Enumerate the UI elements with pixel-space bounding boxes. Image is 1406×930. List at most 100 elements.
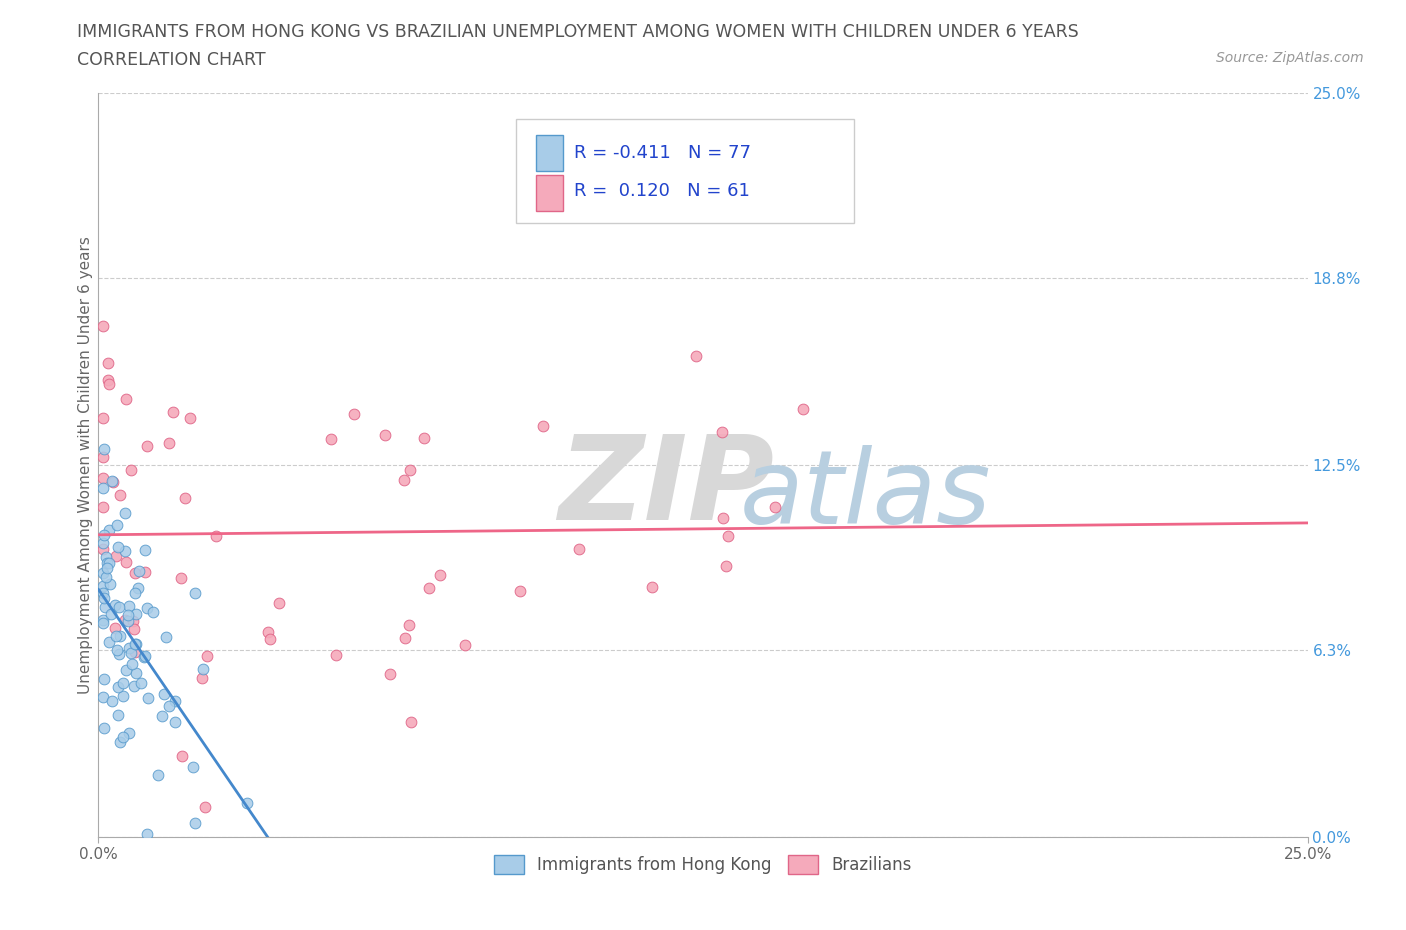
- Point: [125, 665, 148, 680]
- Point: [105, 643, 128, 658]
- Point: [157, 435, 180, 450]
- Point: [135, 601, 157, 616]
- Point: [91, 410, 114, 425]
- Point: [179, 411, 201, 426]
- Point: [105, 629, 128, 644]
- Point: [155, 630, 177, 644]
- Point: [150, 709, 173, 724]
- Point: [398, 618, 420, 632]
- Point: [163, 714, 186, 729]
- Point: [115, 392, 138, 406]
- Point: [107, 646, 129, 661]
- Point: [146, 767, 169, 782]
- Point: [104, 621, 127, 636]
- Point: [91, 536, 114, 551]
- Point: [96, 561, 118, 576]
- Point: [114, 663, 136, 678]
- Point: [394, 631, 416, 645]
- Text: CORRELATION CHART: CORRELATION CHART: [77, 51, 266, 69]
- Point: [93, 671, 115, 686]
- Point: [98, 523, 121, 538]
- Point: [685, 349, 707, 364]
- Point: [136, 438, 159, 453]
- FancyBboxPatch shape: [536, 136, 562, 171]
- Point: [134, 648, 156, 663]
- Point: [792, 402, 814, 417]
- Point: [711, 425, 734, 440]
- FancyBboxPatch shape: [536, 175, 562, 210]
- Point: [399, 714, 422, 729]
- Point: [418, 580, 440, 595]
- Point: [93, 721, 115, 736]
- Point: [98, 577, 121, 591]
- Point: [107, 539, 129, 554]
- Point: [398, 462, 420, 477]
- Point: [91, 586, 114, 601]
- Point: [124, 644, 146, 659]
- Point: [122, 621, 145, 636]
- Point: [91, 615, 114, 630]
- Point: [124, 565, 146, 580]
- Text: IMMIGRANTS FROM HONG KONG VS BRAZILIAN UNEMPLOYMENT AMONG WOMEN WITH CHILDREN UN: IMMIGRANTS FROM HONG KONG VS BRAZILIAN U…: [77, 23, 1078, 41]
- Point: [91, 565, 114, 580]
- Point: [165, 693, 187, 708]
- Point: [107, 600, 129, 615]
- FancyBboxPatch shape: [516, 119, 855, 223]
- Point: [91, 690, 114, 705]
- Point: [120, 462, 142, 477]
- Point: [191, 671, 214, 686]
- Point: [124, 679, 146, 694]
- Point: [111, 675, 134, 690]
- Point: [118, 598, 141, 613]
- Point: [94, 569, 117, 584]
- Point: [184, 585, 207, 600]
- Point: [114, 506, 136, 521]
- Point: [236, 795, 259, 810]
- Point: [125, 637, 148, 652]
- Point: [98, 377, 121, 392]
- Point: [94, 550, 117, 565]
- Point: [170, 571, 193, 586]
- Point: [104, 598, 127, 613]
- Point: [763, 499, 786, 514]
- Point: [101, 474, 124, 489]
- Point: [319, 432, 342, 446]
- Point: [127, 580, 149, 595]
- Point: [134, 542, 156, 557]
- Point: [94, 599, 117, 614]
- Point: [97, 355, 120, 370]
- Point: [91, 579, 114, 594]
- Point: [108, 629, 131, 644]
- Text: Source: ZipAtlas.com: Source: ZipAtlas.com: [1216, 51, 1364, 65]
- Point: [107, 708, 129, 723]
- Point: [91, 541, 114, 556]
- Point: [454, 638, 477, 653]
- Point: [343, 406, 366, 421]
- Point: [132, 649, 155, 664]
- Point: [162, 405, 184, 419]
- Point: [259, 631, 281, 646]
- Point: [91, 499, 114, 514]
- Point: [641, 580, 664, 595]
- Point: [105, 518, 128, 533]
- Y-axis label: Unemployment Among Women with Children Under 6 years: Unemployment Among Women with Children U…: [77, 236, 93, 694]
- Point: [117, 607, 139, 622]
- Point: [91, 481, 114, 496]
- Point: [205, 528, 228, 543]
- Point: [121, 657, 143, 671]
- Point: [174, 490, 197, 505]
- Point: [181, 760, 204, 775]
- Point: [114, 613, 136, 628]
- Point: [194, 800, 217, 815]
- Point: [105, 549, 128, 564]
- Point: [531, 419, 554, 434]
- Point: [134, 565, 156, 579]
- Point: [91, 318, 114, 333]
- Point: [98, 555, 121, 570]
- Text: R =  0.120   N = 61: R = 0.120 N = 61: [574, 182, 749, 200]
- Point: [124, 636, 146, 651]
- Point: [157, 698, 180, 713]
- Point: [110, 735, 132, 750]
- Point: [118, 641, 141, 656]
- Point: [374, 427, 396, 442]
